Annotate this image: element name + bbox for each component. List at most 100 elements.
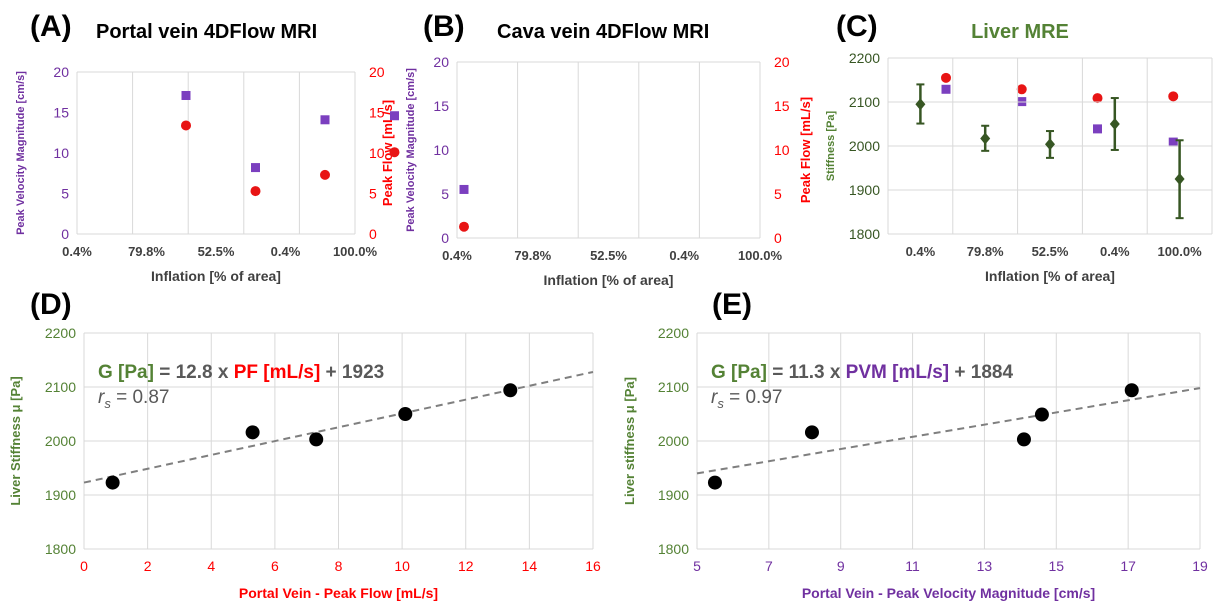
y-tick-label: 2200	[45, 325, 76, 341]
y-tick-label: 1900	[45, 487, 76, 503]
y-tick-label: 5	[441, 186, 449, 202]
x-tick-label: 17	[1120, 558, 1136, 574]
data-point	[245, 425, 260, 440]
rs-value: = 0.97	[724, 387, 783, 408]
equation-operator: = 11.3 x	[767, 362, 846, 383]
x-tick-label: 79.8%	[128, 244, 165, 259]
rs-symbol: r	[98, 387, 105, 408]
panel-label: (C)	[836, 10, 878, 43]
rs-symbol: r	[711, 387, 718, 408]
y-tick-label-right: 5	[369, 186, 377, 202]
equation-lhs: G [Pa]	[711, 362, 767, 383]
y-tick-label-right: 15	[774, 98, 790, 114]
data-point	[398, 407, 413, 421]
y-tick-label: 2000	[45, 433, 76, 449]
y-axis-title-right: Peak Flow [mL/s]	[380, 100, 395, 206]
y-tick-label: 2100	[45, 379, 76, 395]
y-axis-title: Liver Stiffness μ [Pa]	[8, 376, 23, 505]
x-tick-label: 0	[80, 558, 88, 574]
x-tick-label: 0.4%	[62, 244, 92, 259]
rs-subscript: s	[717, 396, 724, 411]
x-tick-label: 9	[837, 558, 845, 574]
data-point	[1034, 407, 1049, 422]
data-point-square	[941, 84, 951, 94]
y-axis-title: Peak Velocity Magnitude [cm/s]	[405, 68, 417, 232]
equation-variable: PVM [mL/s]	[846, 362, 949, 383]
x-tick-label: 0.4%	[906, 244, 936, 259]
data-point-diamond	[915, 98, 926, 111]
y-tick-label: 10	[53, 145, 69, 161]
data-point-circle	[320, 169, 330, 180]
x-tick-label: 0.4%	[669, 248, 699, 263]
y-tick-label: 15	[433, 98, 449, 114]
data-point-square	[320, 115, 330, 125]
x-tick-label: 79.8%	[514, 248, 551, 263]
data-point-square	[1093, 124, 1102, 134]
data-point	[105, 475, 120, 490]
y-tick-label: 2100	[849, 94, 880, 110]
y-tick-label: 20	[53, 64, 69, 80]
regression-equation: G [Pa] = 11.3 x PVM [mL/s] + 1884	[711, 362, 1013, 383]
x-tick-label: 52.5%	[1032, 244, 1069, 259]
equation-intercept: + 1884	[949, 362, 1013, 383]
y-tick-label: 5	[61, 186, 69, 202]
x-tick-label: 0.4%	[442, 248, 472, 263]
data-point	[1124, 383, 1139, 398]
x-axis-title: Inflation [% of area]	[151, 268, 281, 284]
spearman-rs: rs = 0.97	[711, 387, 782, 411]
y-tick-label: 1800	[45, 541, 76, 557]
y-axis-title: Stiffness [Pa]	[825, 111, 837, 182]
equation-intercept: + 1923	[320, 362, 384, 383]
data-point-diamond	[1109, 118, 1120, 130]
y-tick-label-right: 15	[369, 105, 385, 121]
x-tick-label: 12	[458, 558, 474, 574]
panel-label: (D)	[30, 288, 72, 321]
y-tick-label: 2200	[658, 325, 689, 341]
x-tick-label: 13	[977, 558, 993, 574]
y-tick-label-right: 10	[369, 145, 385, 161]
y-tick-label-right: 20	[369, 64, 385, 80]
data-point-diamond	[1174, 173, 1185, 185]
chart-title: Cava vein 4DFlow MRI	[497, 21, 709, 43]
spearman-rs: rs = 0.87	[98, 387, 169, 411]
y-tick-label-right: 0	[774, 230, 782, 246]
x-tick-label: 7	[765, 558, 773, 574]
panel-label: (B)	[423, 10, 465, 43]
data-point	[309, 432, 324, 447]
x-tick-label: 11	[905, 558, 920, 574]
y-tick-label: 1900	[849, 182, 880, 198]
x-tick-label: 19	[1192, 558, 1208, 574]
chart-title: Portal vein 4DFlow MRI	[96, 21, 317, 43]
data-point-circle	[389, 147, 400, 158]
data-point-circle	[941, 72, 951, 83]
x-tick-label: 10	[394, 558, 410, 574]
y-axis-title: Liver stiffness μ [Pa]	[622, 377, 637, 505]
y-tick-label: 1900	[658, 487, 689, 503]
x-tick-label: 52.5%	[198, 244, 235, 259]
x-tick-label: 8	[335, 558, 343, 574]
y-tick-label: 20	[433, 54, 449, 70]
x-tick-label: 2	[144, 558, 152, 574]
x-tick-label: 79.8%	[967, 244, 1004, 259]
x-tick-label: 14	[522, 558, 538, 574]
data-point-circle	[181, 120, 191, 131]
y-tick-label-right: 20	[774, 54, 790, 70]
x-tick-label: 5	[693, 558, 701, 574]
x-axis-title: Inflation [% of area]	[544, 272, 674, 288]
data-point	[707, 475, 722, 490]
y-tick-label: 2000	[849, 138, 880, 154]
data-point-square	[390, 111, 399, 121]
y-tick-label: 2100	[658, 379, 689, 395]
x-tick-label: 0.4%	[1100, 244, 1130, 259]
data-point	[1016, 432, 1031, 447]
panel-label: (E)	[712, 288, 752, 321]
rs-subscript: s	[104, 396, 111, 411]
x-tick-label: 100.0%	[333, 244, 378, 259]
equation-operator: = 12.8 x	[154, 362, 234, 383]
data-point-circle	[1016, 84, 1027, 95]
data-point-circle	[1168, 91, 1179, 102]
y-tick-label: 0	[61, 226, 69, 242]
y-tick-label: 10	[433, 142, 449, 158]
data-point-square	[459, 184, 469, 194]
